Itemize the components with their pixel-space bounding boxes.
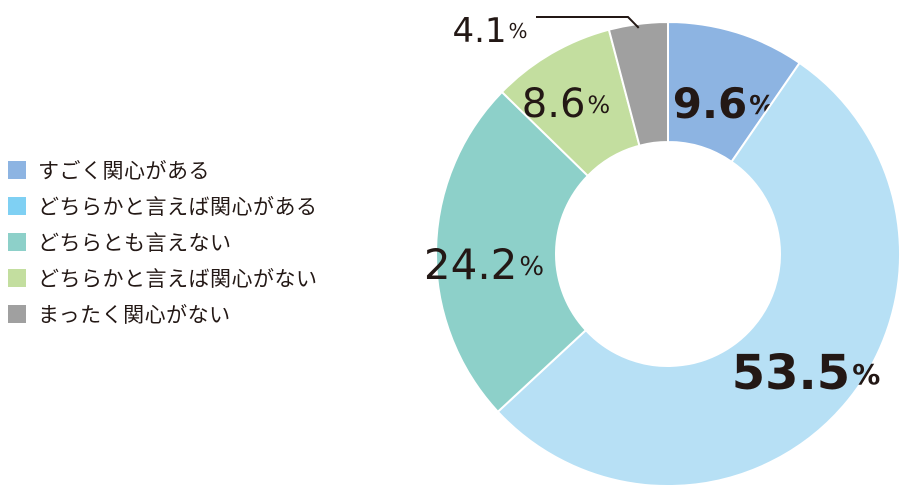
pie-slice [607,20,669,147]
data-label-unit: % [852,358,880,391]
chart-legend: すごく関心があるどちらかと言えば関心がある どちらとも言えないどちらかと言えば関心… [8,152,318,332]
data-label-value: 53.5 [732,345,850,401]
legend-swatch [8,269,26,287]
data-label: 53.5% [732,345,881,401]
data-label-unit: % [509,19,528,43]
legend-item: すごく関心がある [8,152,318,188]
data-label-unit: % [587,91,610,119]
legend-item: どちらかと言えば関心がある [8,188,318,224]
data-label: 4.1% [452,11,527,51]
data-label: 8.6% [522,81,610,127]
data-label-value: 4.1 [452,11,506,51]
data-label-unit: % [519,252,544,282]
legend-swatch [8,305,26,323]
legend-swatch [8,233,26,251]
data-label-value: 24.2 [424,240,518,289]
legend-label: どちらかと言えば関心がない [38,267,318,291]
callout-line [536,16,640,29]
legend-swatch [8,161,26,179]
legend-label: すごく関心がある [38,159,210,183]
legend-item: どちらとも言えない [8,224,318,260]
legend-swatch [8,197,26,215]
legend-label: どちらとも言えない [38,231,232,255]
legend-item: まったく関心がない [8,296,318,332]
data-label-value: 8.6 [522,81,586,127]
pie-slice [435,90,590,414]
legend-label: どちらかと言えば関心がある [38,195,318,219]
data-label-value: 9.6 [673,79,747,128]
legend-label: まったく関心がない [38,303,231,327]
legend-item: どちらかと言えば関心がない [8,260,318,296]
data-label: 24.2% [424,240,544,289]
